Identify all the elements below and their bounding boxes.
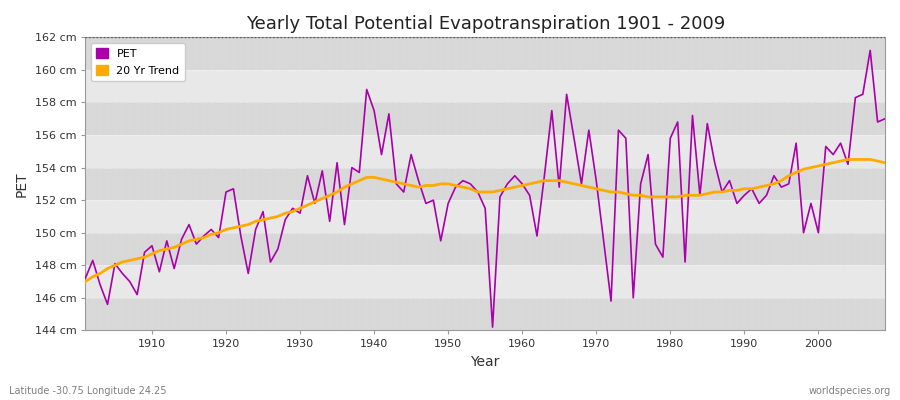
PET [346, 165, 357, 170]
PET [302, 173, 313, 178]
Bar [86, 37, 885, 70]
PET [517, 182, 527, 186]
Y-axis label: PET: PET [15, 171, 29, 197]
PET [613, 128, 624, 132]
20 Yr Trend [879, 160, 890, 165]
Title: Yearly Total Potential Evapotranspiration 1901 - 2009: Yearly Total Potential Evapotranspiratio… [246, 15, 724, 33]
20 Yr Trend [842, 157, 853, 162]
Line: PET: PET [86, 50, 885, 327]
Line: 20 Yr Trend: 20 Yr Trend [86, 160, 885, 282]
20 Yr Trend [80, 279, 91, 284]
Bar [86, 102, 885, 135]
PET [879, 116, 890, 121]
PET [140, 250, 150, 255]
Bar [86, 70, 885, 102]
Bar [86, 135, 885, 168]
PET [487, 325, 498, 330]
Bar [86, 200, 885, 233]
Bar [86, 298, 885, 330]
Legend: PET, 20 Yr Trend: PET, 20 Yr Trend [91, 43, 185, 81]
PET [80, 276, 91, 281]
20 Yr Trend [509, 185, 520, 190]
Text: worldspecies.org: worldspecies.org [809, 386, 891, 396]
20 Yr Trend [517, 183, 527, 188]
Bar [86, 233, 885, 265]
Bar [86, 168, 885, 200]
X-axis label: Year: Year [471, 355, 500, 369]
20 Yr Trend [606, 190, 616, 194]
20 Yr Trend [140, 255, 150, 260]
PET [524, 193, 535, 198]
Text: Latitude -30.75 Longitude 24.25: Latitude -30.75 Longitude 24.25 [9, 386, 166, 396]
Bar [86, 265, 885, 298]
20 Yr Trend [346, 182, 357, 186]
20 Yr Trend [302, 203, 313, 208]
PET [865, 48, 876, 53]
